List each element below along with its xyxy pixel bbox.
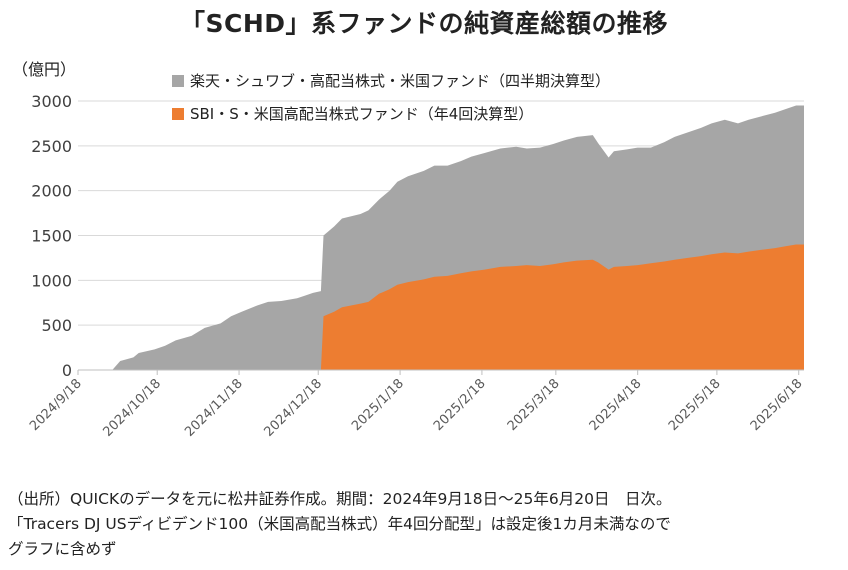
y-axis-unit-label: （億円） (12, 60, 77, 79)
x-tick-label: 2024/10/18 (100, 376, 164, 440)
y-tick-label: 0 (62, 361, 72, 380)
footnote-line-3: グラフに含めず (8, 540, 117, 558)
x-tick-label: 2024/9/18 (27, 376, 85, 434)
chart-title: 「SCHD」系ファンドの純資産総額の推移 (179, 9, 669, 38)
y-tick-label: 2000 (31, 182, 72, 201)
legend-label-sbi: SBI・S・米国高配当株式ファンド（年4回決算型） (190, 105, 534, 123)
y-tick-label: 500 (41, 316, 72, 335)
footnote-line-1: （出所）QUICKのデータを元に松井証券作成。期間：2024年9月18日～25年… (8, 490, 672, 508)
x-tick-label: 2025/4/18 (587, 376, 645, 434)
x-tick-label: 2024/12/18 (261, 376, 325, 440)
x-tick-label: 2025/3/18 (505, 376, 563, 434)
footnote-line-2: 「Tracers DJ USディビデンド100（米国高配当株式）年4回分配型」は… (8, 515, 671, 533)
legend-item-rakuten: 楽天・シュワブ・高配当株式・米国ファンド（四半期決算型） (172, 70, 610, 91)
x-tick-label: 2024/11/18 (182, 376, 246, 440)
legend-swatch-sbi (172, 107, 184, 120)
y-tick-label: 2500 (31, 137, 72, 156)
x-tick-label: 2025/5/18 (666, 376, 724, 434)
area-series-sbi (320, 244, 804, 370)
y-tick-label: 1000 (31, 271, 72, 290)
x-tick-label: 2025/2/18 (431, 376, 489, 434)
legend-item-sbi: SBI・S・米国高配当株式ファンド（年4回決算型） (172, 103, 533, 124)
y-tick-label: 3000 (31, 92, 72, 111)
area-chart: 0 500 1000 1500 2000 2500 3000 2024/9/18 2024/10… (27, 92, 806, 440)
legend-swatch-rakuten (172, 74, 184, 87)
x-tick-label: 2025/1/18 (349, 376, 407, 434)
x-tick-label: 2025/6/18 (748, 376, 806, 434)
y-tick-label: 1500 (31, 227, 72, 246)
legend-label-rakuten: 楽天・シュワブ・高配当株式・米国ファンド（四半期決算型） (190, 72, 611, 90)
